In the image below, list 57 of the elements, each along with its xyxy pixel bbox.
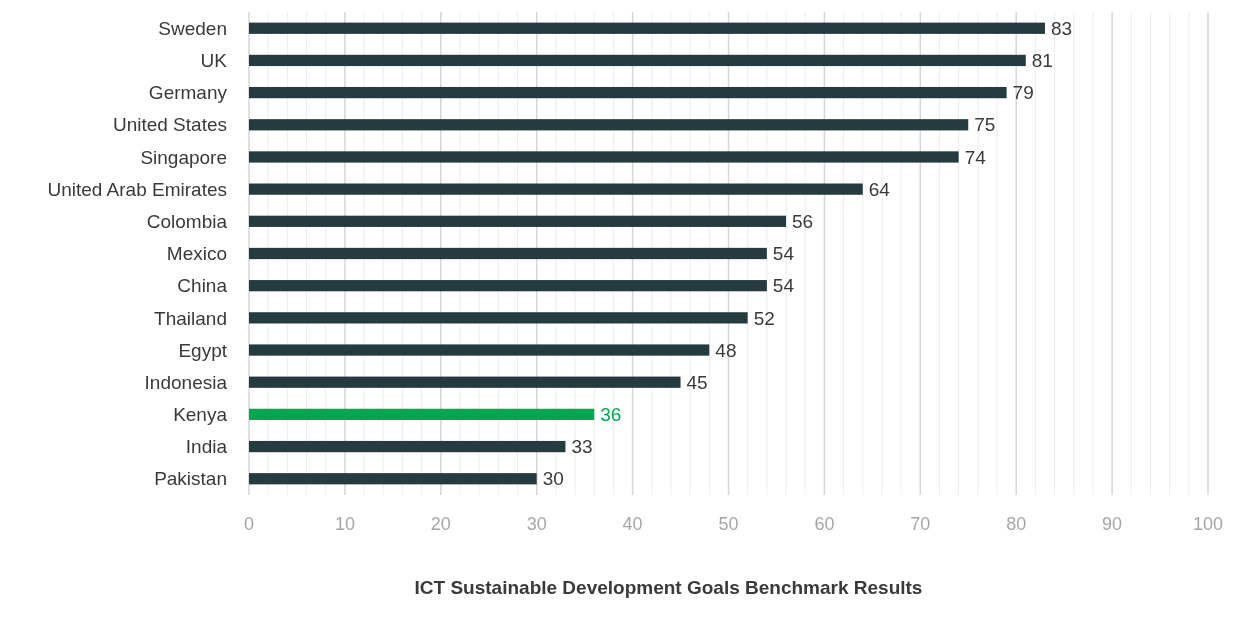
y-tick-label: Singapore [140, 146, 227, 168]
bar [249, 376, 681, 388]
y-tick-label: UK [200, 50, 228, 72]
data-label: 54 [772, 275, 795, 297]
bar [249, 312, 748, 324]
x-tick-label: 40 [622, 514, 643, 534]
x-tick-label: 0 [243, 514, 255, 534]
text: ICT Sustainable Development Goals Benchmark Results [414, 577, 923, 598]
bar [249, 86, 1007, 99]
y-tick-label: Kenya [173, 404, 228, 426]
x-tick-label: 10 [334, 514, 355, 534]
y-tick-label: Germany [148, 82, 228, 104]
y-tick-label: China [177, 275, 228, 297]
data-label: 83 [1050, 17, 1073, 39]
data-label: 54 [772, 243, 795, 265]
y-tick-label: Pakistan [154, 468, 227, 490]
bar [249, 151, 959, 163]
y-tick-label: United Arab Emirates [47, 178, 227, 200]
y-tick-label: Egypt [178, 339, 228, 361]
x-tick-label: 100 [1192, 514, 1224, 534]
bar [249, 408, 595, 421]
data-label: 74 [964, 146, 987, 168]
x-tick-label: 70 [910, 514, 931, 534]
data-label: 79 [1012, 82, 1034, 104]
data-label: 52 [753, 307, 775, 329]
data-label: 81 [1031, 50, 1053, 72]
bar [249, 183, 863, 195]
data-label: 30 [542, 468, 564, 490]
data-label: 33 [571, 436, 593, 458]
data-label: 45 [686, 371, 708, 393]
bar [249, 247, 767, 260]
data-label: 64 [868, 178, 891, 200]
y-tick-label: India [185, 436, 228, 458]
data-label: 36 [600, 404, 622, 426]
y-tick-label: United States [112, 114, 227, 136]
x-tick-label: 80 [1006, 514, 1027, 534]
bar [249, 22, 1045, 34]
data-label: 75 [974, 114, 996, 136]
y-tick-label: Colombia [146, 210, 228, 232]
x-tick-label: 30 [526, 514, 547, 534]
data-label: 56 [792, 210, 814, 232]
data-label: 48 [715, 339, 737, 361]
bar [249, 119, 969, 131]
bar [249, 473, 537, 485]
y-tick-label: Sweden [158, 17, 227, 39]
x-tick-label: 90 [1102, 514, 1123, 534]
bar [249, 280, 767, 292]
y-tick-label: Thailand [154, 307, 227, 329]
x-tick-label: 20 [430, 514, 451, 534]
x-tick-label: 60 [814, 514, 835, 534]
bar [249, 54, 1026, 67]
y-tick-label: Indonesia [144, 371, 228, 393]
x-tick-label: 50 [718, 514, 739, 534]
bar [249, 215, 787, 227]
bar [249, 440, 566, 453]
bar [249, 344, 710, 356]
y-tick-label: Mexico [166, 243, 227, 265]
